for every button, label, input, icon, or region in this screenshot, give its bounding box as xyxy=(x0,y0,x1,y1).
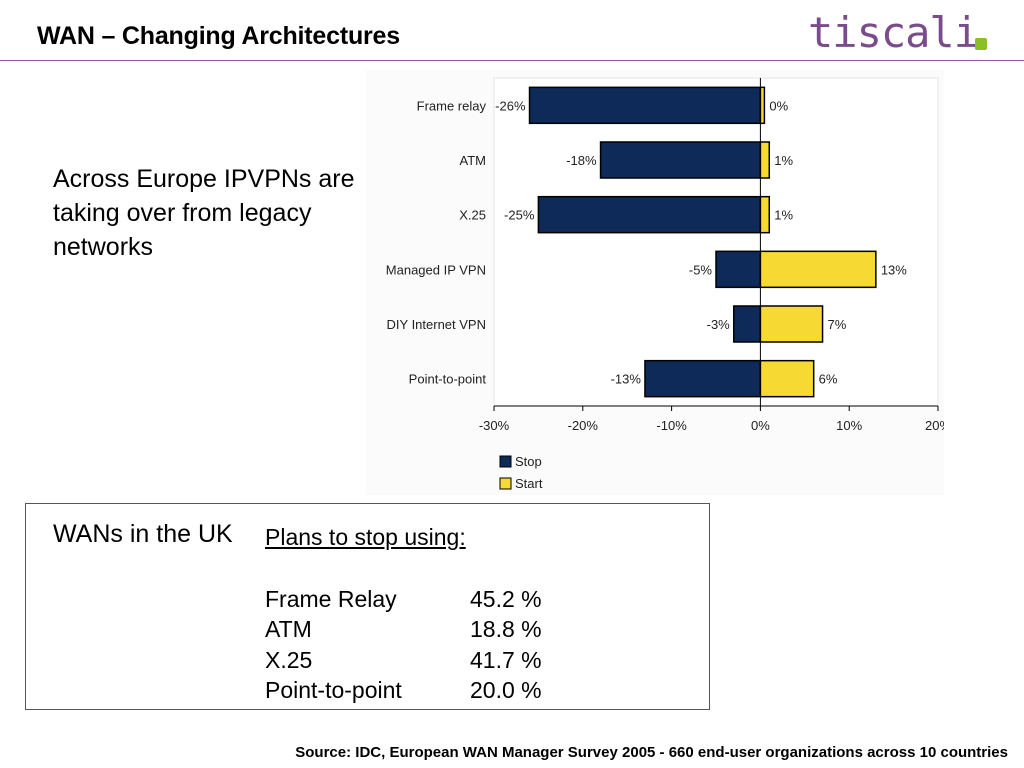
start-value-label: 1% xyxy=(774,208,793,223)
stop-value-label: -5% xyxy=(689,262,713,277)
uk-row-value: 20.0 % xyxy=(470,677,542,703)
start-bar xyxy=(759,359,815,398)
legend-label: Start xyxy=(515,476,543,491)
uk-row-label: X.25 xyxy=(265,647,313,673)
start-value-label: 7% xyxy=(828,317,847,332)
start-value-label: 6% xyxy=(819,372,838,387)
uk-row-label: Frame Relay xyxy=(265,586,397,612)
stop-value-label: -13% xyxy=(611,372,642,387)
category-label: DIY Internet VPN xyxy=(387,317,486,332)
stop-value-label: -3% xyxy=(707,317,731,332)
intro-text: Across Europe IPVPNs are taking over fro… xyxy=(53,165,355,261)
x-tick-label: 20% xyxy=(925,418,944,433)
source-note: Source: IDC, European WAN Manager Survey… xyxy=(295,744,1008,761)
uk-summary-box xyxy=(25,503,710,710)
stop-value-label: -25% xyxy=(504,208,535,223)
legend-swatch xyxy=(499,477,512,490)
stop-bar xyxy=(715,250,762,289)
category-label: Point-to-point xyxy=(409,372,487,387)
stop-bar xyxy=(644,359,762,398)
stop-bar xyxy=(537,195,762,234)
uk-title: WANs in the UK xyxy=(53,520,233,548)
start-bar xyxy=(759,305,824,343)
start-value-label: 1% xyxy=(774,153,793,168)
category-label: X.25 xyxy=(459,208,486,223)
stop-value-label: -26% xyxy=(495,98,526,113)
legend-swatch xyxy=(499,455,512,468)
legend-label: Stop xyxy=(515,454,542,469)
stop-bar xyxy=(733,305,762,343)
x-tick-label: 0% xyxy=(751,418,770,433)
start-bar xyxy=(759,141,771,179)
category-label: Frame relay xyxy=(417,98,487,113)
start-bar xyxy=(759,250,877,289)
title-divider xyxy=(0,60,1024,61)
stop-value-label: -18% xyxy=(566,153,597,168)
tiscali-logo: tiscali xyxy=(808,8,979,57)
uk-row-value: 41.7 % xyxy=(470,647,542,673)
uk-row-value: 45.2 % xyxy=(470,586,542,612)
plot-area xyxy=(493,77,939,407)
logo-dot-icon xyxy=(975,38,987,50)
x-tick-label: -20% xyxy=(568,418,599,433)
stop-bar xyxy=(599,141,762,179)
category-label: ATM xyxy=(460,153,486,168)
plans-heading: Plans to stop using: xyxy=(265,524,466,550)
stop-bar xyxy=(528,86,762,125)
x-tick-label: 10% xyxy=(836,418,862,433)
uk-row-label: Point-to-point xyxy=(265,677,402,703)
diverging-bar-chart: Frame relay -26% 0% ATM -18% 1% X.25 -25% 1% Mana… xyxy=(386,77,951,491)
x-tick-label: -10% xyxy=(656,418,687,433)
x-tick-label: -30% xyxy=(479,418,510,433)
slide-title: WAN – Changing Architectures xyxy=(37,22,400,50)
category-label: Managed IP VPN xyxy=(386,262,486,277)
chart-panel: Frame relay -26% 0% ATM -18% 1% X.25 -25% 1% Mana… xyxy=(366,70,951,495)
start-bar xyxy=(759,195,771,234)
start-value-label: 13% xyxy=(881,262,907,277)
uk-row-label: ATM xyxy=(265,616,312,642)
start-value-label: 0% xyxy=(769,98,788,113)
uk-row-value: 18.8 % xyxy=(470,616,542,642)
start-bar xyxy=(759,86,766,125)
